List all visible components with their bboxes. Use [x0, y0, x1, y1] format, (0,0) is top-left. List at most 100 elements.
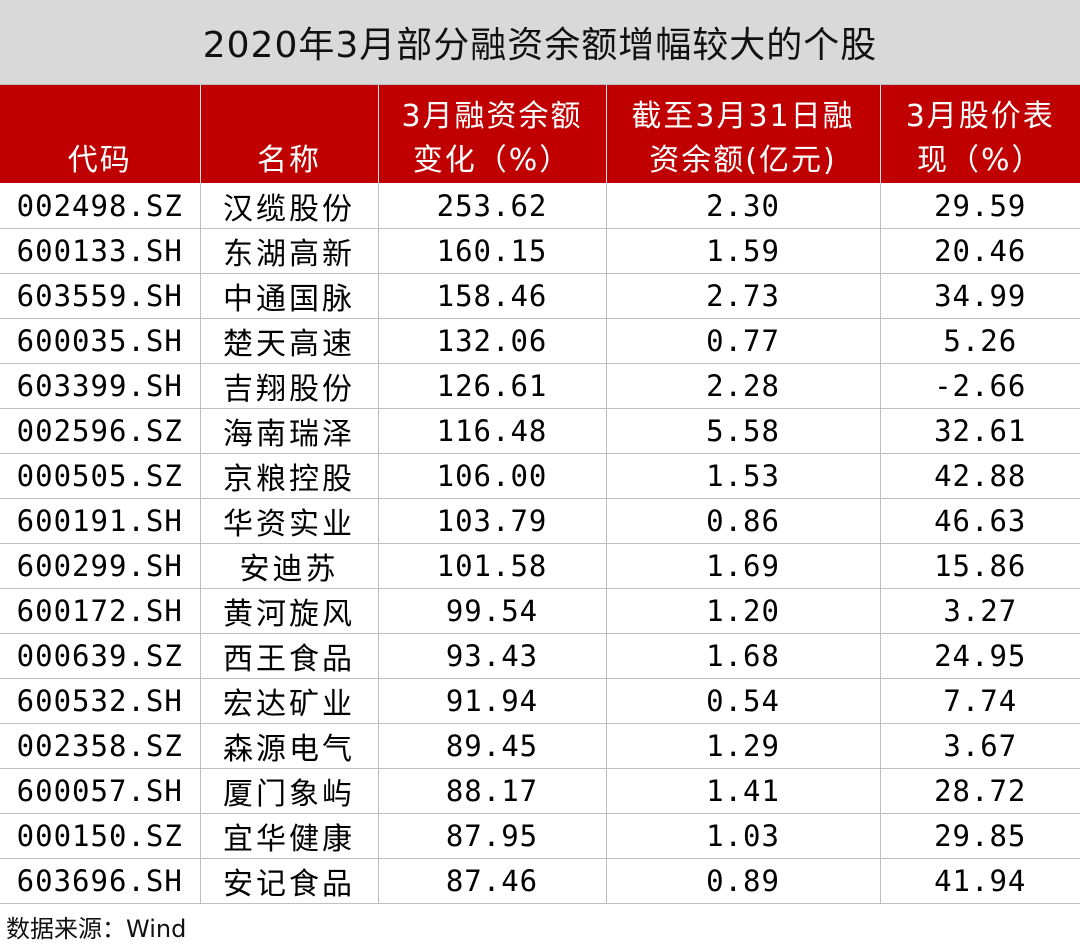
- cell-price: 41.94: [880, 858, 1080, 904]
- cell-balance: 2.28: [606, 363, 881, 409]
- table-row: 603559.SH 中通国脉 158.46 2.73 34.99: [0, 273, 1080, 319]
- cell-name: 黄河旋风: [200, 588, 379, 634]
- cell-price: -2.66: [880, 363, 1080, 409]
- table-row: 600035.SH 楚天高速 132.06 0.77 5.26: [0, 318, 1080, 364]
- cell-change: 87.46: [378, 858, 607, 904]
- cell-code: 603696.SH: [0, 858, 201, 904]
- cell-price: 3.67: [880, 723, 1080, 769]
- table-row: 603696.SH 安记食品 87.46 0.89 41.94: [0, 858, 1080, 904]
- cell-change: 160.15: [378, 228, 607, 274]
- table-row: 600133.SH 东湖高新 160.15 1.59 20.46: [0, 228, 1080, 274]
- cell-price: 28.72: [880, 768, 1080, 814]
- cell-code: 002498.SZ: [0, 183, 201, 229]
- cell-balance: 1.59: [606, 228, 881, 274]
- cell-code: 600191.SH: [0, 498, 201, 544]
- header-name-line2: 名称: [257, 143, 321, 178]
- cell-name: 楚天高速: [200, 318, 379, 364]
- cell-name: 安记食品: [200, 858, 379, 904]
- cell-name: 吉翔股份: [200, 363, 379, 409]
- cell-price: 5.26: [880, 318, 1080, 364]
- cell-balance: 2.30: [606, 183, 881, 229]
- cell-name: 西王食品: [200, 633, 379, 679]
- cell-balance: 1.03: [606, 813, 881, 859]
- cell-change: 126.61: [378, 363, 607, 409]
- header-price-line2: 现（%）: [916, 143, 1044, 178]
- table-row: 002358.SZ 森源电气 89.45 1.29 3.67: [0, 723, 1080, 769]
- cell-name: 海南瑞泽: [200, 408, 379, 454]
- header-balance: 截至3月31日融 资余额(亿元): [606, 85, 881, 184]
- header-change-line1: 3月融资余额: [401, 99, 583, 134]
- cell-balance: 0.86: [606, 498, 881, 544]
- cell-code: 600299.SH: [0, 543, 201, 589]
- cell-code: 603559.SH: [0, 273, 201, 319]
- cell-code: 002358.SZ: [0, 723, 201, 769]
- cell-price: 20.46: [880, 228, 1080, 274]
- cell-price: 3.27: [880, 588, 1080, 634]
- cell-change: 93.43: [378, 633, 607, 679]
- cell-code: 600057.SH: [0, 768, 201, 814]
- cell-balance: 1.53: [606, 453, 881, 499]
- header-row: 代码 名称 3月融资余额 变化（%） 截至3月31日融 资余额(亿元) 3月股价…: [0, 85, 1080, 184]
- cell-price: 7.74: [880, 678, 1080, 724]
- cell-code: 600532.SH: [0, 678, 201, 724]
- cell-change: 91.94: [378, 678, 607, 724]
- cell-balance: 0.89: [606, 858, 881, 904]
- cell-change: 99.54: [378, 588, 607, 634]
- cell-change: 89.45: [378, 723, 607, 769]
- cell-balance: 1.29: [606, 723, 881, 769]
- cell-name: 安迪苏: [200, 543, 379, 589]
- cell-change: 103.79: [378, 498, 607, 544]
- cell-balance: 2.73: [606, 273, 881, 319]
- cell-code: 000150.SZ: [0, 813, 201, 859]
- cell-price: 34.99: [880, 273, 1080, 319]
- table-row: 600057.SH 厦门象屿 88.17 1.41 28.72: [0, 768, 1080, 814]
- financing-table: 代码 名称 3月融资余额 变化（%） 截至3月31日融 资余额(亿元) 3月股价…: [0, 85, 1080, 904]
- cell-change: 88.17: [378, 768, 607, 814]
- table-row: 600299.SH 安迪苏 101.58 1.69 15.86: [0, 543, 1080, 589]
- cell-code: 600035.SH: [0, 318, 201, 364]
- cell-name: 京粮控股: [200, 453, 379, 499]
- table-row: 603399.SH 吉翔股份 126.61 2.28 -2.66: [0, 363, 1080, 409]
- header-change-line2: 变化（%）: [412, 143, 572, 178]
- cell-balance: 0.54: [606, 678, 881, 724]
- cell-balance: 1.68: [606, 633, 881, 679]
- header-price: 3月股价表 现（%）: [880, 85, 1080, 184]
- cell-name: 中通国脉: [200, 273, 379, 319]
- cell-code: 000639.SZ: [0, 633, 201, 679]
- cell-change: 87.95: [378, 813, 607, 859]
- cell-change: 132.06: [378, 318, 607, 364]
- table-row: 600191.SH 华资实业 103.79 0.86 46.63: [0, 498, 1080, 544]
- cell-change: 253.62: [378, 183, 607, 229]
- cell-code: 600133.SH: [0, 228, 201, 274]
- cell-code: 603399.SH: [0, 363, 201, 409]
- cell-code: 000505.SZ: [0, 453, 201, 499]
- cell-price: 29.59: [880, 183, 1080, 229]
- table-row: 600172.SH 黄河旋风 99.54 1.20 3.27: [0, 588, 1080, 634]
- table-body: 002498.SZ 汉缆股份 253.62 2.30 29.59 600133.SH 东湖高…: [0, 183, 1080, 904]
- table-row: 002498.SZ 汉缆股份 253.62 2.30 29.59: [0, 183, 1080, 229]
- header-code-line2: 代码: [67, 143, 132, 178]
- table-row: 000150.SZ 宜华健康 87.95 1.03 29.85: [0, 813, 1080, 859]
- table-row: 000639.SZ 西王食品 93.43 1.68 24.95: [0, 633, 1080, 679]
- cell-change: 101.58: [378, 543, 607, 589]
- cell-balance: 1.20: [606, 588, 881, 634]
- cell-name: 厦门象屿: [200, 768, 379, 814]
- cell-change: 116.48: [378, 408, 607, 454]
- cell-balance: 1.69: [606, 543, 881, 589]
- cell-price: 15.86: [880, 543, 1080, 589]
- data-source-note: 数据来源：Wind: [6, 915, 187, 943]
- cell-name: 东湖高新: [200, 228, 379, 274]
- cell-price: 46.63: [880, 498, 1080, 544]
- table-title: 2020年3月部分融资余额增幅较大的个股: [0, 0, 1080, 85]
- cell-name: 宜华健康: [200, 813, 379, 859]
- header-name: 名称: [200, 85, 379, 184]
- header-balance-line2: 资余额(亿元): [649, 143, 837, 178]
- cell-price: 29.85: [880, 813, 1080, 859]
- cell-code: 600172.SH: [0, 588, 201, 634]
- cell-balance: 1.41: [606, 768, 881, 814]
- header-change: 3月融资余额 变化（%）: [378, 85, 607, 184]
- cell-name: 华资实业: [200, 498, 379, 544]
- cell-change: 158.46: [378, 273, 607, 319]
- table-row: 600532.SH 宏达矿业 91.94 0.54 7.74: [0, 678, 1080, 724]
